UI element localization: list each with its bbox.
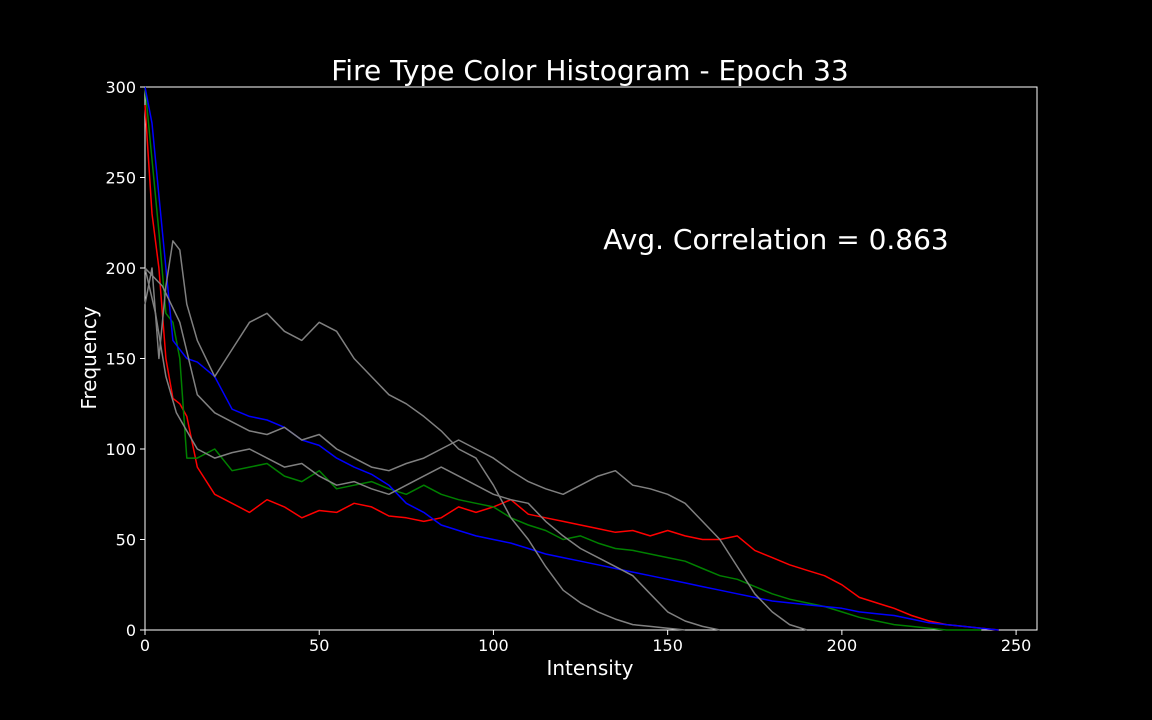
series-line-gray-4 (144, 267, 808, 631)
x-tick-label: 150 (652, 636, 683, 655)
series-line-blue-2 (144, 86, 999, 631)
y-tick-label: 0 (126, 621, 136, 640)
y-axis-ticks: 0 50 100 150 200 250 300 (105, 78, 145, 640)
x-axis-ticks: 0 50 100 150 200 250 (140, 630, 1031, 655)
plot-area: 0 50 100 150 200 250 0 50 100 150 200 250 300 (105, 78, 1038, 655)
chart-title: Fire Type Color Histogram - Epoch 33 (331, 54, 849, 87)
y-tick-label: 200 (105, 259, 136, 278)
series-line-red-0 (144, 105, 999, 631)
y-tick-label: 150 (105, 350, 136, 369)
y-tick-label: 50 (116, 531, 136, 550)
series-line-gray-5 (144, 267, 721, 631)
series-line-gray-3 (144, 240, 686, 631)
series-group (144, 86, 999, 631)
x-tick-label: 250 (1001, 636, 1032, 655)
series-line-green-1 (144, 86, 982, 631)
correlation-annotation: Avg. Correlation = 0.863 (603, 223, 948, 256)
x-axis-label: Intensity (546, 656, 633, 680)
x-tick-label: 100 (478, 636, 509, 655)
y-tick-label: 300 (105, 78, 136, 97)
x-tick-label: 0 (140, 636, 150, 655)
x-tick-label: 50 (309, 636, 329, 655)
y-tick-label: 250 (105, 169, 136, 188)
y-tick-label: 100 (105, 440, 136, 459)
y-axis-label: Frequency (77, 306, 101, 409)
x-tick-label: 200 (827, 636, 858, 655)
